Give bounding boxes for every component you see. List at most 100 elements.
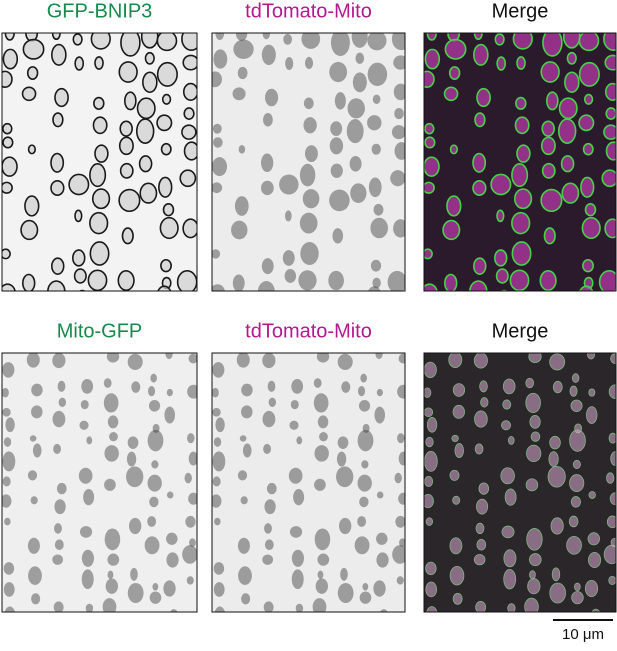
organelle — [394, 472, 402, 484]
organelle — [302, 189, 320, 209]
micrograph — [424, 33, 616, 291]
organelle — [359, 496, 369, 508]
organelle — [164, 406, 176, 424]
organelle — [212, 451, 226, 472]
organelle — [290, 399, 299, 410]
organelle — [529, 553, 542, 567]
organelle — [558, 97, 578, 120]
organelle — [241, 593, 251, 605]
organelle — [181, 124, 197, 140]
organelle — [376, 532, 388, 545]
micrograph — [212, 33, 405, 291]
organelle — [176, 270, 197, 291]
organelle — [215, 33, 225, 40]
organelle — [424, 361, 437, 379]
organelle — [236, 33, 248, 41]
organelle — [214, 517, 221, 526]
organelle — [472, 179, 487, 196]
organelle — [543, 227, 556, 245]
organelle — [22, 273, 36, 291]
organelle — [526, 528, 543, 551]
organelle — [158, 176, 173, 198]
organelle — [571, 373, 580, 383]
organelle — [241, 405, 253, 419]
micrograph-background — [212, 33, 405, 291]
organelle — [351, 33, 368, 48]
organelle — [52, 112, 64, 128]
organelle — [52, 410, 66, 428]
organelle — [580, 176, 595, 198]
organelle — [264, 523, 272, 534]
organelle — [119, 120, 133, 137]
organelle — [476, 539, 487, 551]
organelle — [126, 466, 144, 488]
organelle — [398, 353, 405, 364]
organelle — [550, 517, 564, 535]
organelle — [503, 568, 517, 590]
organelle — [515, 96, 527, 110]
scale-bar-label: 10 μm — [562, 626, 604, 643]
organelle — [179, 169, 197, 188]
organelle — [262, 353, 276, 369]
organelle — [587, 532, 600, 546]
organelle — [452, 404, 465, 419]
organelle — [448, 66, 461, 80]
organelle — [149, 591, 162, 604]
organelle — [120, 33, 141, 57]
organelle — [72, 33, 83, 46]
organelle — [524, 597, 539, 612]
organelle — [424, 181, 435, 194]
organelle — [2, 407, 11, 417]
organelle — [54, 87, 69, 108]
organelle — [424, 122, 435, 135]
panel-border — [423, 32, 617, 292]
organelle — [304, 56, 314, 70]
organelle — [568, 515, 579, 528]
organelle — [337, 582, 354, 604]
organelle — [329, 61, 348, 83]
organelle — [396, 576, 404, 585]
organelle — [368, 286, 381, 291]
organelle — [541, 162, 556, 179]
organelle — [188, 492, 197, 505]
organelle — [51, 257, 65, 275]
organelle — [74, 209, 83, 223]
organelle — [591, 608, 600, 612]
organelle — [514, 116, 530, 135]
organelle — [212, 284, 226, 291]
organelle — [2, 362, 15, 378]
organelle — [232, 87, 246, 101]
organelle — [165, 353, 173, 360]
organelle — [92, 116, 108, 135]
organelle — [357, 429, 374, 452]
organelle — [104, 445, 119, 462]
micrograph-background — [212, 353, 405, 612]
organelle — [2, 248, 11, 260]
organelle — [476, 498, 489, 515]
organelle — [213, 49, 228, 69]
organelle — [121, 227, 134, 245]
organelle — [493, 249, 508, 267]
organelle — [572, 459, 581, 469]
organelle — [395, 515, 405, 528]
organelle — [102, 598, 117, 612]
organelle — [89, 162, 107, 188]
organelle — [393, 219, 405, 238]
organelle — [94, 56, 104, 70]
organelle — [541, 120, 555, 137]
organelle — [104, 478, 116, 491]
organelle — [526, 444, 542, 463]
organelle — [26, 66, 39, 80]
organelle — [503, 549, 517, 568]
organelle — [291, 549, 304, 567]
organelle — [397, 384, 405, 399]
organelle — [78, 289, 86, 291]
organelle — [73, 268, 87, 284]
organelle — [328, 270, 344, 291]
panel-label: tdTomato-Mito — [245, 0, 372, 22]
organelle — [500, 467, 515, 485]
organelle — [109, 431, 118, 442]
organelle — [449, 537, 463, 555]
panel-border — [1, 32, 198, 292]
organelle — [502, 378, 516, 395]
